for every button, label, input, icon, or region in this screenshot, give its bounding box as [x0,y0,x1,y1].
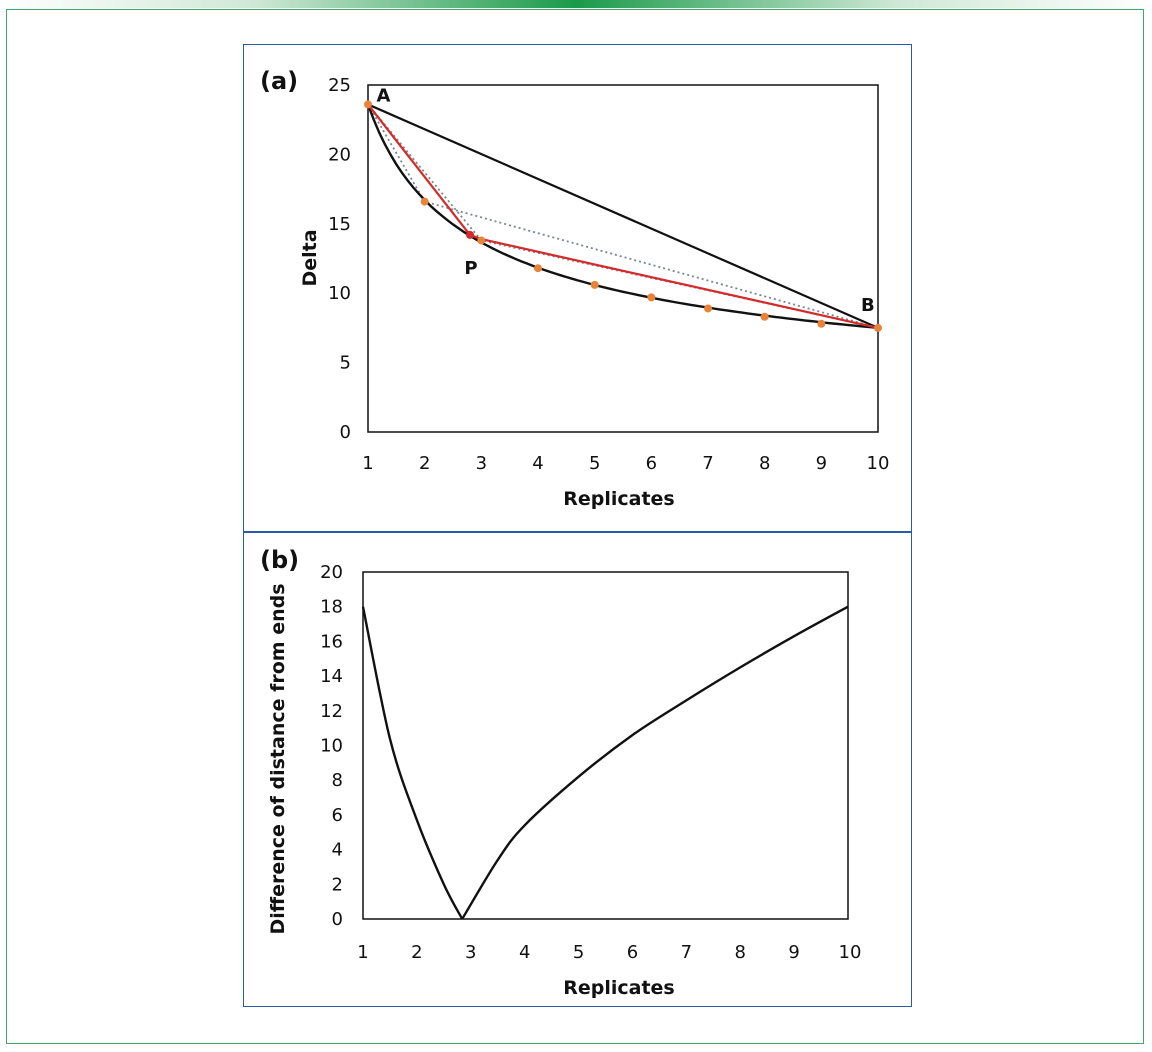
y-axis-label-b: Difference of distance from ends [267,583,289,934]
y-tick-label: 16 [320,631,343,652]
data-point [817,319,826,328]
x-tick-label: 5 [589,453,600,474]
data-point [760,312,769,321]
panel-b-label: (b) [260,546,299,574]
y-tick-label: 6 [332,805,343,826]
dotted-path [367,103,879,329]
x-tick-label: 9 [788,942,799,963]
marks-a: A P B [364,86,882,332]
x-tick-label: 8 [759,453,770,474]
y-tick-label: 18 [320,597,343,618]
data-point [874,323,882,332]
x-tick-label: 5 [573,942,584,963]
plot-area-b [362,571,849,920]
point-p-marker [466,230,474,239]
plot-area-a [367,84,879,433]
x-tick-label: 4 [519,942,530,963]
y-tick-label: 0 [340,422,351,443]
x-tick-label: 10 [839,942,862,963]
panel-b: (b) 0 2 4 6 8 10 12 14 16 18 20 1 2 3 4 5 6 7 8 9 10 Replic… [243,531,912,1007]
chart-a: (a) 0 5 10 15 20 25 1 2 3 4 5 6 7 8 9 10 A P B Replicate… [260,67,889,510]
x-tick-label: 8 [734,942,745,963]
x-tick-label: 10 [867,453,890,474]
x-tick-label: 3 [465,942,476,963]
y-ticks-a: 0 5 10 15 20 25 [328,75,351,443]
x-tick-label: 3 [476,453,487,474]
x-ticks-b: 1 2 3 4 5 6 7 8 9 10 [357,942,861,963]
panel-a-label: (a) [260,67,298,95]
x-axis-label-a: Replicates [563,488,675,510]
difference-curve-right [461,605,849,920]
y-tick-label: 2 [332,874,343,895]
x-tick-label: 7 [681,942,692,963]
red-path [367,103,879,329]
x-tick-label: 9 [816,453,827,474]
y-ticks-b: 0 2 4 6 8 10 12 14 16 18 20 [320,562,343,930]
x-axis-label-b: Replicates [563,977,675,999]
figure-frame [6,9,1144,1044]
top-accent-bar [0,0,1152,8]
y-tick-label: 25 [328,75,351,96]
x-tick-label: 1 [362,453,373,474]
difference-curve-left [361,606,464,920]
y-tick-label: 10 [328,283,351,304]
x-tick-label: 2 [411,942,422,963]
x-tick-label: 4 [532,453,543,474]
data-point [477,236,486,245]
y-tick-label: 10 [320,736,343,757]
x-tick-label: 1 [357,942,368,963]
y-axis-label-a: Delta [299,229,321,286]
data-point [364,100,372,109]
data-point [420,197,429,206]
y-tick-label: 8 [332,770,343,791]
y-tick-label: 15 [328,214,351,235]
chord-ab-line [367,103,879,329]
y-tick-label: 4 [332,840,343,861]
fitted-curve [366,103,879,330]
marks-b [361,605,849,920]
x-ticks-a: 1 2 3 4 5 6 7 8 9 10 [362,453,889,474]
point-label: P [464,258,477,279]
x-tick-label: 6 [646,453,657,474]
point-label: A [377,86,391,107]
data-point [647,293,656,302]
data-point [534,264,542,273]
data-point [590,280,599,289]
x-tick-label: 2 [419,453,430,474]
x-tick-label: 6 [627,942,638,963]
y-tick-label: 20 [328,144,351,165]
point-label: B [861,295,875,316]
panel-a: (a) 0 5 10 15 20 25 1 2 3 4 5 6 7 8 9 10 A P B Replicate… [243,44,912,533]
y-tick-label: 14 [320,666,343,687]
y-tick-label: 0 [332,909,343,930]
data-point [704,304,712,313]
x-tick-label: 7 [702,453,713,474]
y-tick-label: 12 [320,701,343,722]
y-tick-label: 20 [320,562,343,583]
y-tick-label: 5 [340,353,351,374]
